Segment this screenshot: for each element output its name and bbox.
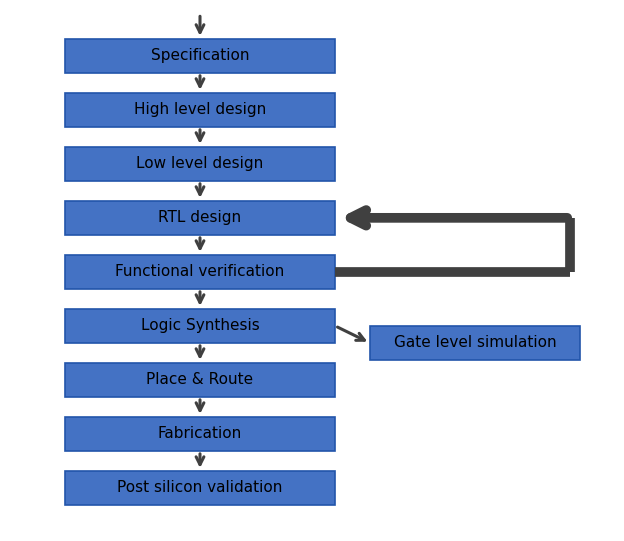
FancyBboxPatch shape [370,326,580,360]
Text: Specification: Specification [151,48,249,63]
Text: Low level design: Low level design [137,156,263,171]
Text: Place & Route: Place & Route [147,372,253,387]
FancyBboxPatch shape [65,363,335,397]
FancyBboxPatch shape [65,93,335,127]
FancyBboxPatch shape [65,309,335,343]
FancyBboxPatch shape [65,255,335,289]
Text: Logic Synthesis: Logic Synthesis [140,318,260,333]
FancyBboxPatch shape [65,417,335,451]
FancyBboxPatch shape [65,147,335,181]
Text: Fabrication: Fabrication [158,426,242,441]
FancyBboxPatch shape [65,201,335,235]
FancyBboxPatch shape [65,471,335,505]
Text: Functional verification: Functional verification [115,265,285,279]
FancyBboxPatch shape [65,39,335,73]
Text: RTL design: RTL design [158,210,241,226]
Text: Gate level simulation: Gate level simulation [394,335,557,351]
Text: High level design: High level design [134,102,266,117]
Text: Post silicon validation: Post silicon validation [117,480,283,496]
